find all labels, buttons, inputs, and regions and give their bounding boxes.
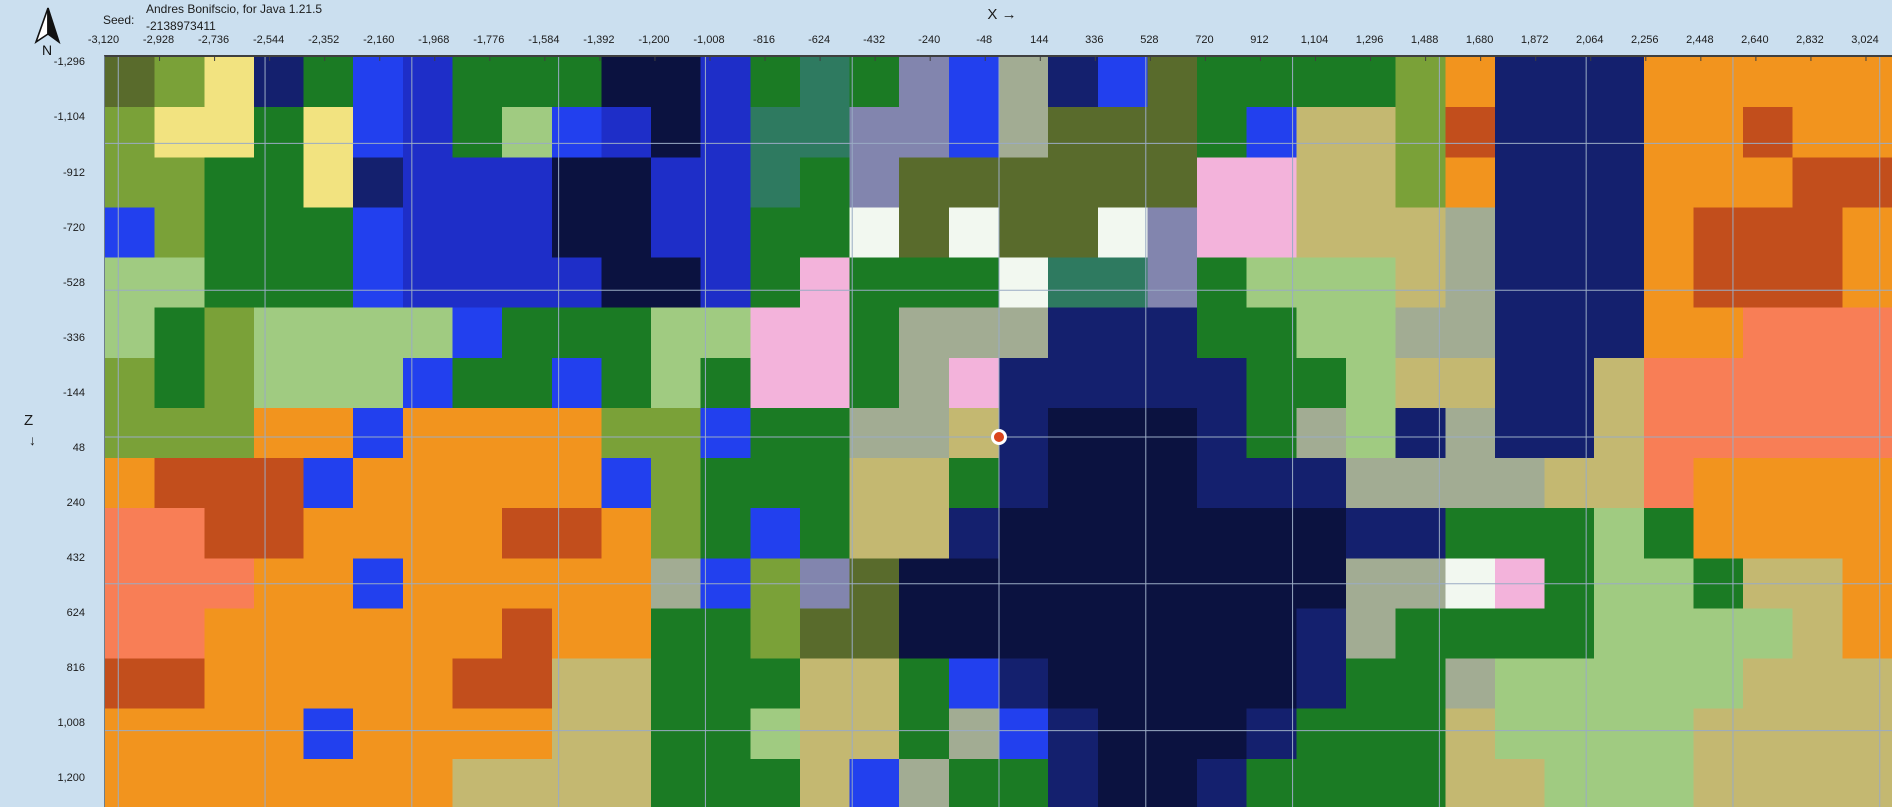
spawn-marker[interactable] bbox=[991, 429, 1007, 445]
seed-value: -2138973411 bbox=[146, 19, 216, 33]
map-overlay bbox=[105, 57, 1892, 807]
x-tick-label: 1,680 bbox=[1465, 34, 1494, 46]
seed-name: Andres Bonifscio, for Java 1.21.5 bbox=[146, 2, 323, 16]
x-tick-label: -1,392 bbox=[583, 34, 615, 46]
z-tick-label: -720 bbox=[62, 221, 85, 234]
z-tick-label: 1,200 bbox=[57, 772, 85, 785]
x-tick-label: -240 bbox=[918, 34, 941, 46]
x-tick-label: -816 bbox=[753, 34, 776, 46]
x-tick-label: 2,064 bbox=[1575, 34, 1604, 46]
z-axis-arrow-icon: ↓ bbox=[29, 432, 36, 448]
x-tick-label: 144 bbox=[1030, 34, 1049, 46]
x-tick-label: 912 bbox=[1250, 34, 1269, 46]
z-tick-label: 816 bbox=[66, 661, 85, 674]
x-tick-label: -2,928 bbox=[142, 34, 175, 46]
x-tick-label: -1,968 bbox=[418, 34, 450, 46]
z-tick-label: 240 bbox=[66, 496, 85, 509]
x-tick-label: -48 bbox=[976, 34, 993, 46]
z-tick-label: -1,296 bbox=[53, 56, 85, 69]
z-tick-label: 624 bbox=[66, 606, 85, 619]
z-tick-label: 1,008 bbox=[57, 716, 85, 729]
x-tick-label: -2,736 bbox=[197, 34, 230, 46]
x-tick-label: -3,120 bbox=[87, 34, 120, 46]
x-tick-label: -1,584 bbox=[528, 34, 560, 46]
z-tick-label: -912 bbox=[62, 166, 85, 179]
x-tick-label: 3,024 bbox=[1851, 34, 1879, 46]
x-tick-label: 1,104 bbox=[1300, 34, 1329, 46]
z-axis-title: Z bbox=[24, 412, 34, 429]
x-tick-label: 2,832 bbox=[1796, 34, 1824, 46]
x-tick-label: 2,448 bbox=[1686, 34, 1714, 46]
x-tick-label: -432 bbox=[863, 34, 886, 46]
z-tick-label: -528 bbox=[62, 276, 85, 289]
north-compass-icon: N bbox=[34, 7, 61, 57]
x-tick-label: 1,872 bbox=[1520, 34, 1549, 46]
x-tick-label: -2,544 bbox=[253, 34, 285, 46]
x-tick-label: -2,352 bbox=[308, 34, 340, 46]
x-tick-label: 2,256 bbox=[1631, 34, 1659, 46]
x-tick-label: 720 bbox=[1195, 34, 1214, 46]
x-tick-label: 2,640 bbox=[1741, 34, 1769, 46]
z-tick-label: 432 bbox=[66, 551, 85, 564]
x-tick-label: -1,008 bbox=[693, 34, 725, 46]
x-tick-label: -2,160 bbox=[363, 34, 395, 46]
x-tick-label: -1,200 bbox=[638, 34, 670, 46]
x-tick-label: 528 bbox=[1140, 34, 1159, 46]
seed-label: Seed: bbox=[103, 13, 135, 27]
x-tick-label: -624 bbox=[808, 34, 831, 46]
x-tick-label: 1,296 bbox=[1355, 34, 1384, 46]
z-tick-label: -1,104 bbox=[53, 111, 85, 124]
x-tick-label: 1,488 bbox=[1410, 34, 1439, 46]
z-tick-label: -144 bbox=[62, 386, 85, 399]
x-tick-label: 336 bbox=[1085, 34, 1104, 46]
z-tick-label: 48 bbox=[72, 441, 85, 454]
compass-n-label: N bbox=[42, 42, 52, 57]
z-tick-label: -336 bbox=[62, 331, 85, 344]
biome-map[interactable] bbox=[104, 55, 1892, 807]
x-tick-label: -1,776 bbox=[473, 34, 505, 46]
x-axis-title: X → bbox=[987, 6, 1017, 23]
